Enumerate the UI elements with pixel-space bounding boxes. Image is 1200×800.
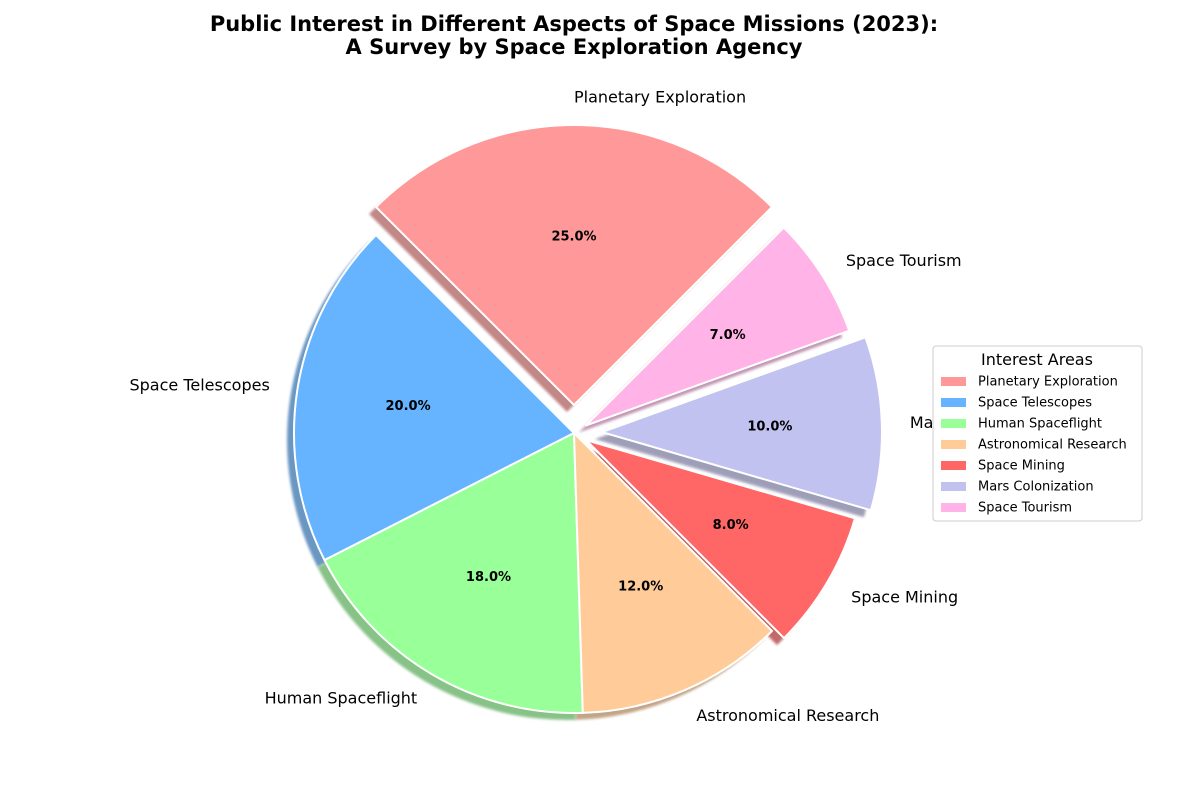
chart-title: Public Interest in Different Aspects of …: [210, 12, 938, 59]
slice-mars-colonization: [600, 336, 883, 512]
legend-label-space-telescopes: Space Telescopes: [978, 396, 1092, 411]
legend-label-human-spaceflight: Human Spaceflight: [978, 417, 1102, 432]
slice-percent-space-telescopes: 20.0%: [386, 399, 431, 414]
chart-title-line-2: A Survey by Space Exploration Agency: [346, 35, 803, 59]
slice-percent-space-mining: 8.0%: [713, 518, 749, 533]
slice-human-spaceflight: [323, 432, 584, 714]
slice-label-space-tourism: Space Tourism: [846, 251, 962, 270]
legend: Interest Areas Planetary Exploration Spac…: [932, 345, 1143, 522]
slice-space-mining: [585, 439, 856, 640]
legend-label-space-mining: Space Mining: [978, 459, 1065, 474]
slice-percent-space-tourism: 7.0%: [710, 328, 746, 343]
slice-label-astronomical-research: Astronomical Research: [696, 706, 879, 725]
chart-title-line-1: Public Interest in Different Aspects of …: [210, 12, 938, 36]
legend-box: [932, 345, 1143, 522]
slice-label-space-telescopes: Space Telescopes: [129, 375, 269, 394]
legend-swatch-astronomical-research: [941, 440, 966, 449]
legend-swatch-space-tourism: [941, 503, 966, 512]
slice-percent-mars-colonization: 10.0%: [747, 419, 792, 434]
slice-label-planetary-exploration: Planetary Exploration: [574, 88, 746, 107]
slice-percent-astronomical-research: 12.0%: [618, 580, 663, 595]
legend-swatch-human-spaceflight: [941, 419, 966, 428]
legend-swatch-mars-colonization: [941, 482, 966, 491]
slice-label-space-mining: Space Mining: [851, 587, 958, 606]
slice-label-human-spaceflight: Human Spaceflight: [265, 689, 418, 708]
legend-items: Planetary Exploration Space Telescopes Hum…: [941, 375, 1127, 516]
legend-label-planetary-exploration: Planetary Exploration: [978, 375, 1118, 390]
percentage-labels: 25.0% 20.0% 18.0% 12.0% 8.0% 10.0% 7.0%: [386, 230, 793, 595]
legend-label-space-tourism: Space Tourism: [978, 501, 1072, 516]
legend-swatch-space-mining: [941, 461, 966, 470]
slice-percent-planetary-exploration: 25.0%: [551, 230, 596, 245]
legend-swatch-planetary-exploration: [941, 377, 966, 386]
slice-planetary-exploration: [375, 124, 773, 406]
legend-label-mars-colonization: Mars Colonization: [978, 480, 1094, 495]
legend-swatch-space-telescopes: [941, 398, 966, 407]
legend-label-astronomical-research: Astronomical Research: [978, 438, 1127, 453]
slice-space-tourism: [584, 226, 851, 427]
pie-slices: [293, 124, 883, 714]
slice-astronomical-research: [573, 432, 773, 714]
legend-title: Interest Areas: [981, 350, 1093, 369]
slice-space-telescopes: [293, 234, 575, 562]
slice-labels: Planetary Exploration Space Telescopes Hum…: [129, 88, 1052, 726]
slice-percent-human-spaceflight: 18.0%: [466, 570, 511, 585]
